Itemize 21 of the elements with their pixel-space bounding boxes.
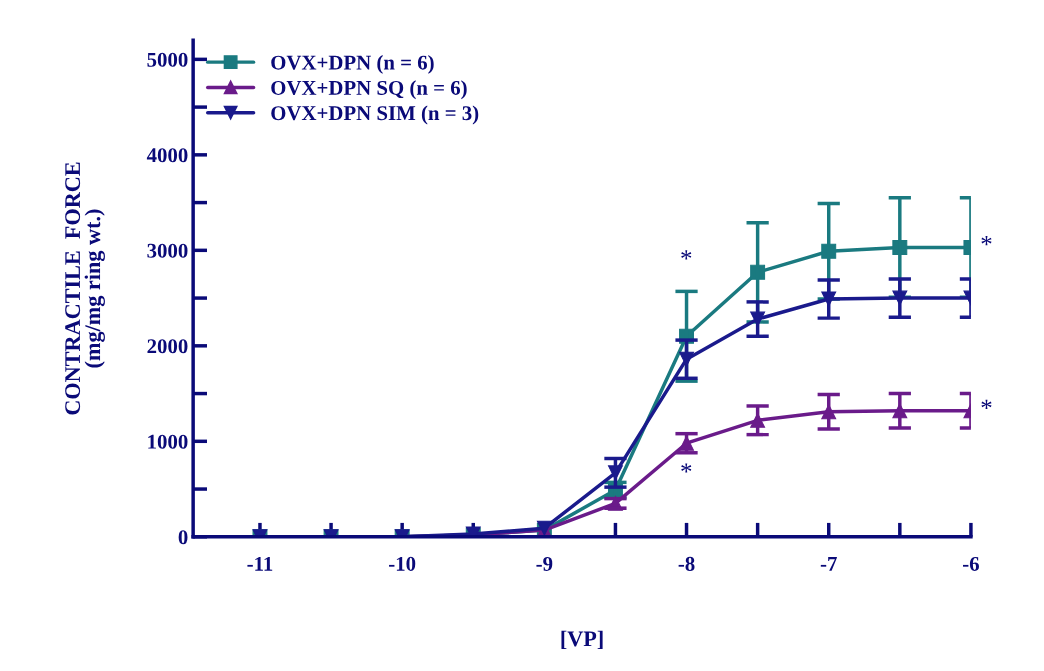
x-tick-label: -8 — [678, 556, 695, 571]
y-tick-label: 0 — [178, 530, 188, 545]
annotation: * — [681, 463, 692, 473]
y-tick-label: 5000 — [147, 52, 188, 67]
y-tick-label: 2000 — [147, 339, 188, 354]
y-tick-label: 3000 — [147, 243, 188, 258]
text: * — [981, 235, 992, 246]
x-tick-label: -6 — [963, 556, 979, 571]
x-tick-label: -9 — [536, 556, 553, 571]
x-axis-title: [VP] — [561, 630, 603, 650]
y-tick-label: 1000 — [148, 434, 188, 449]
x-tick-label: -10 — [389, 556, 416, 571]
x-tick-label: -11 — [247, 556, 273, 571]
legend-label: OVX+DPN (n = 6) — [271, 54, 434, 74]
x-tick-label: -7 — [820, 557, 837, 571]
legend-label: OVX+DPN SQ (n = 6) — [271, 80, 467, 100]
y-tick-label: 4000 — [146, 148, 188, 163]
annotation: * — [681, 250, 692, 260]
y-axis-title: CONTRACTILE FORCE (mg/mg ring wt.) — [65, 162, 105, 415]
text: * — [981, 399, 992, 409]
legend-label: OVX+DPN SIM (n = 3) — [271, 105, 479, 125]
